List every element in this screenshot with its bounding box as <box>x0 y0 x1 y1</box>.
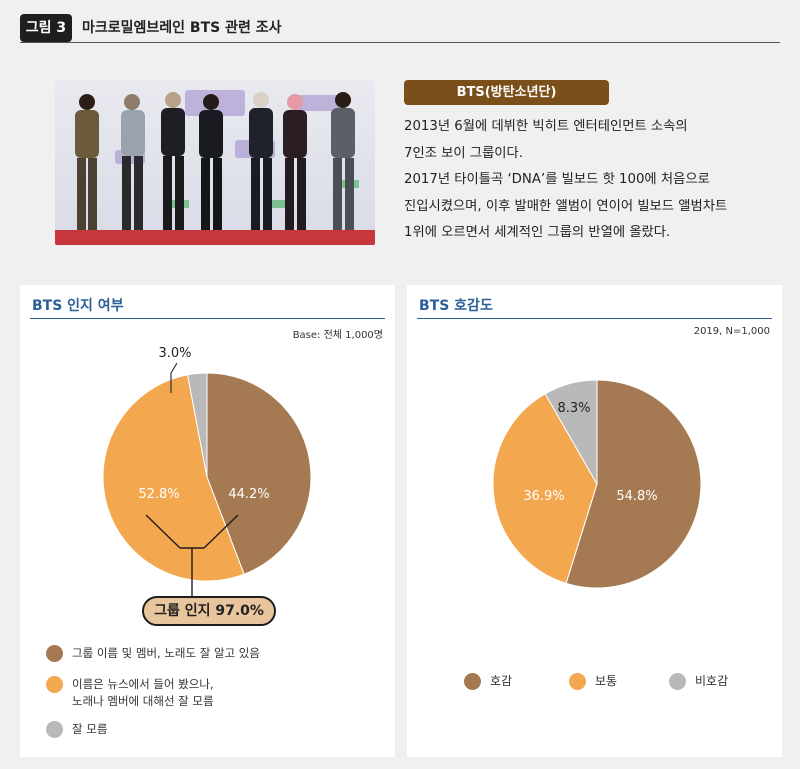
legend-label: 호감 <box>490 674 513 688</box>
legend-label: 그룹 이름 및 멤버, 노래도 잘 알고 있음 <box>72 646 260 660</box>
data-label: 44.2% <box>228 487 269 502</box>
legend-label: 비호감 <box>695 674 729 688</box>
group-name-badge: BTS(방탄소년단) <box>404 80 609 105</box>
pie-slice-slice-c <box>544 379 598 486</box>
pie-slice-slice-c <box>186 372 208 478</box>
pie-slice-slice-b <box>492 393 598 584</box>
legend-item: 그룹 이름 및 멤버, 노래도 잘 알고 있음 <box>46 645 260 662</box>
favorability-panel: BTS 호감도 2019, N=1,000 54.8% 36.9% 8.3% 호감 보… <box>407 285 782 757</box>
data-label: 36.9% <box>523 489 564 504</box>
panel-divider <box>30 318 385 319</box>
description-line: 진입시켰으며, 이후 발매한 앨범이 연이어 빌보드 앨범차트 <box>404 198 728 214</box>
pie-slice-slice-b <box>102 374 245 582</box>
group-awareness-callout: 그룹 인지 97.0% <box>142 596 276 626</box>
bts-group-photo <box>55 80 375 245</box>
data-label: 3.0% <box>158 346 191 361</box>
pie-slice-slice-a <box>206 372 312 575</box>
legend-swatch <box>46 721 63 738</box>
legend-swatch <box>669 673 686 690</box>
legend-swatch <box>46 645 63 662</box>
description-line: 2013년 6월에 데뷔한 빅히트 엔터테인먼트 소속의 <box>404 119 688 134</box>
group-description: 2013년 6월에 데뷔한 빅히트 엔터테인먼트 소속의 7인조 보이 그룹이다… <box>404 114 764 247</box>
legend-label: 노래나 멤버에 대해선 잘 모름 <box>72 694 214 708</box>
legend-label: 보통 <box>595 674 618 688</box>
base-note: Base: 전체 1,000명 <box>292 330 383 341</box>
panel-title: BTS 호감도 <box>419 298 493 314</box>
legend-swatch <box>569 673 586 690</box>
pie-slice-slice-a <box>565 379 702 589</box>
data-label: 52.8% <box>138 487 179 502</box>
small-slice-leader-line <box>170 362 178 393</box>
figure-header: 그림 3 마크로밀엠브레인 BTS 관련 조사 <box>0 0 800 50</box>
data-label: 54.8% <box>616 489 657 504</box>
awareness-pie-chart: 44.2% 52.8% 3.0% <box>102 346 312 598</box>
legend-item: 보통 <box>569 673 617 690</box>
group-bracket-line <box>145 514 239 598</box>
panel-divider <box>417 318 772 319</box>
panel-title: BTS 인지 여부 <box>32 298 124 314</box>
description-line: 1위에 오르면서 세계적인 그룹의 반열에 올랐다. <box>404 225 671 240</box>
header-divider <box>20 42 780 43</box>
figure-number-badge: 그림 3 <box>20 14 72 42</box>
legend-item: 비호감 <box>669 673 728 690</box>
description-line: 2017년 타이틀곡 ‘DNA’를 빌보드 핫 100에 처음으로 <box>404 172 710 187</box>
legend-swatch <box>464 673 481 690</box>
description-line: 7인조 보이 그룹이다. <box>404 145 524 161</box>
legend-label: 이름은 뉴스에서 들어 봤으나, <box>72 677 214 691</box>
legend-item: 잘 모름 <box>46 721 107 738</box>
legend-label: 잘 모름 <box>72 722 108 736</box>
legend-item: 이름은 뉴스에서 들어 봤으나, 노래나 멤버에 대해선 잘 모름 <box>46 676 214 710</box>
favorability-pie-chart: 54.8% 36.9% 8.3% <box>492 379 702 589</box>
legend-item: 호감 <box>464 673 512 690</box>
survey-note: 2019, N=1,000 <box>693 326 770 337</box>
data-label: 8.3% <box>557 401 590 416</box>
figure-title: 마크로밀엠브레인 BTS 관련 조사 <box>82 20 282 36</box>
legend-swatch <box>46 676 63 693</box>
awareness-panel: BTS 인지 여부 Base: 전체 1,000명 44.2% 52.8% 3.0%… <box>20 285 395 757</box>
